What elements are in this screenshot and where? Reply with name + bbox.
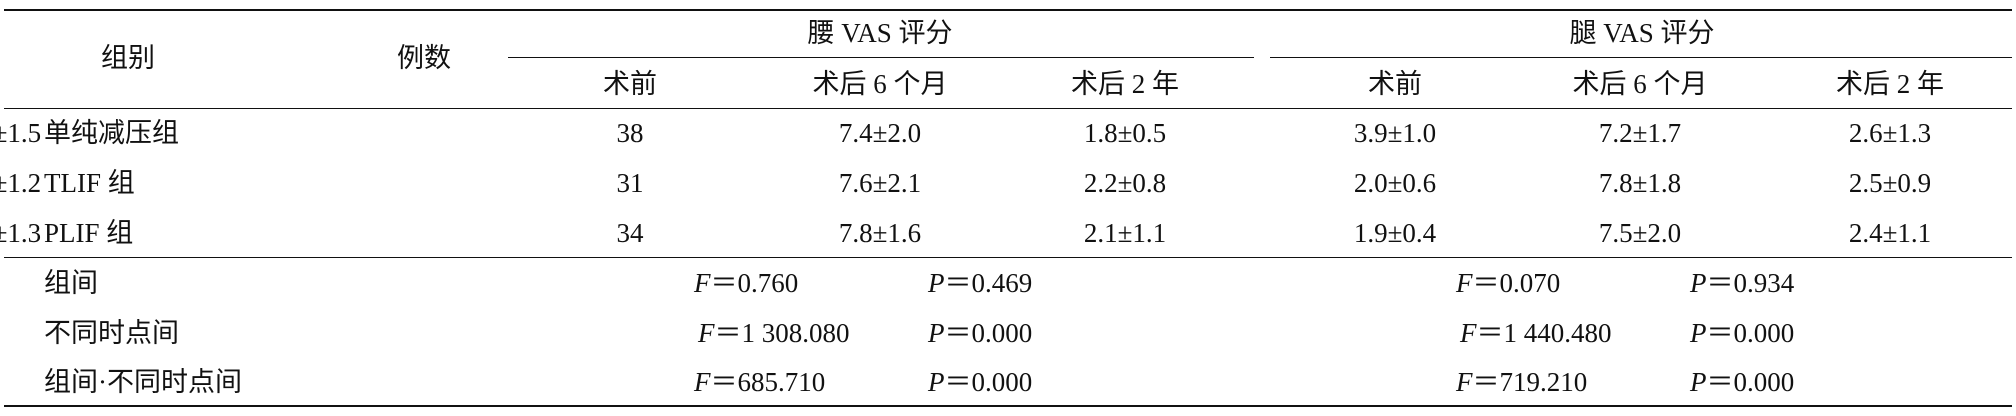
data-cell: 7.8±1.8 <box>1598 168 1682 198</box>
stat-value: P＝0.000 <box>1690 318 1795 348</box>
stat-value: F＝0.070 <box>1456 268 1561 298</box>
data-cell: 34 <box>616 218 644 248</box>
stat-value: F＝1 440.480 <box>1460 318 1612 348</box>
stat-value: P＝0.934 <box>1690 268 1795 298</box>
subheader-cell: 术后 6 个月 <box>1572 69 1708 99</box>
stat-value: F＝1 308.080 <box>698 318 850 348</box>
data-cell: 1.8±0.5 <box>1083 118 1167 148</box>
row-label: TLIF 组 <box>44 168 135 198</box>
stat-label: 组间·不同时点间 <box>44 367 242 397</box>
stat-value: F＝0.760 <box>694 268 799 298</box>
data-cell: 2.2±0.8 <box>1083 168 1167 198</box>
data-cell: 7.4±2.0 <box>838 118 922 148</box>
data-cell: 2.5±0.9 <box>1848 168 1932 198</box>
data-cell: 2.4±1.2 <box>0 168 42 198</box>
data-cell: 1.9±0.4 <box>1353 218 1437 248</box>
data-cell: 38 <box>616 118 644 148</box>
data-cell: 7.5±2.0 <box>1598 218 1682 248</box>
data-cell: 2.4±1.1 <box>1848 218 1932 248</box>
data-cell: 2.3±1.3 <box>0 218 42 248</box>
stat-value: P＝0.000 <box>928 318 1033 348</box>
bottom-rule <box>4 405 2012 407</box>
data-cell: 7.6±2.1 <box>838 168 922 198</box>
data-cell: 7.8±1.6 <box>838 218 922 248</box>
row-label: PLIF 组 <box>44 218 134 248</box>
stat-value: F＝719.210 <box>1456 367 1588 397</box>
data-cell: 3.9±1.0 <box>1353 118 1437 148</box>
data-cell: 7.2±1.7 <box>1598 118 1682 148</box>
data-cell: 2.0±0.6 <box>1353 168 1437 198</box>
subheader-cell: 术后 2 年 <box>1071 69 1179 99</box>
subheader-cell: 术后 6 个月 <box>812 69 948 99</box>
stat-value: P＝0.000 <box>1690 367 1795 397</box>
row-label: 单纯减压组 <box>44 118 179 148</box>
top-rule <box>4 9 2012 11</box>
header-cell: 组别 <box>101 43 155 73</box>
header-rule <box>4 108 2012 109</box>
stat-value: P＝0.469 <box>928 268 1033 298</box>
data-cell: 2.5±1.5 <box>0 118 42 148</box>
stat-value: P＝0.000 <box>928 367 1033 397</box>
stat-value: F＝685.710 <box>694 367 826 397</box>
span-rule <box>1270 57 2012 58</box>
span-rule <box>508 57 1254 58</box>
data-cell: 2.1±1.1 <box>1083 218 1167 248</box>
subheader-cell: 术前 <box>603 69 657 99</box>
subheader-cell: 术前 <box>1368 69 1422 99</box>
stat-label: 不同时点间 <box>44 318 179 348</box>
data-cell: 31 <box>616 168 644 198</box>
data-cell: 2.6±1.3 <box>1848 118 1932 148</box>
header-cell: 例数 <box>397 43 451 73</box>
header-span: 腿 VAS 评分 <box>1569 18 1715 48</box>
header-span: 腰 VAS 评分 <box>807 18 953 48</box>
stat-label: 组间 <box>44 268 98 298</box>
subheader-cell: 术后 2 年 <box>1836 69 1944 99</box>
stats-rule <box>4 257 2012 258</box>
